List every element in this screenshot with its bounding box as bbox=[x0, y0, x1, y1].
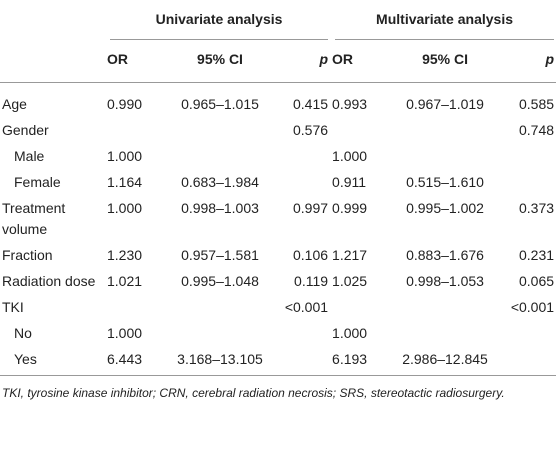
table-cell: 0.106 bbox=[292, 246, 329, 263]
column-header: OR bbox=[105, 41, 165, 83]
table-cell: 0.065 bbox=[518, 272, 555, 289]
table-cell: 0.990 bbox=[107, 95, 143, 112]
row-label: Treatment volume bbox=[2, 199, 66, 237]
table-cell bbox=[390, 321, 500, 347]
results-table: Univariate analysis Multivariate analysis… bbox=[0, 0, 556, 376]
table-cell: 0.995–1.048 bbox=[181, 272, 259, 289]
table-cell bbox=[390, 118, 500, 144]
table-cell bbox=[165, 144, 275, 170]
table-cell: <0.001 bbox=[284, 298, 329, 315]
table-cell bbox=[330, 118, 390, 144]
table-row: Gender 0.576 0.748 bbox=[0, 118, 556, 144]
table-cell bbox=[500, 170, 556, 196]
table-cell: 0.373 bbox=[518, 199, 555, 216]
table-cell bbox=[330, 295, 390, 321]
table-cell: 0.748 bbox=[518, 121, 555, 138]
table-cell: 0.515–1.610 bbox=[406, 173, 484, 190]
group-header-cell: Univariate analysis bbox=[105, 0, 330, 41]
table-cell: 0.883–1.676 bbox=[406, 246, 484, 263]
row-label: Female bbox=[14, 173, 61, 190]
table-cell: 0.911 bbox=[332, 173, 367, 190]
table-cell: 0.999 bbox=[332, 199, 368, 216]
table-cell: 0.995–1.002 bbox=[406, 199, 484, 216]
table-cell: 0.576 bbox=[292, 121, 329, 138]
table-cell bbox=[165, 295, 275, 321]
table-row: Yes 6.443 3.168–13.105 6.193 2.986–12.845 bbox=[0, 346, 556, 376]
table-cell bbox=[105, 295, 165, 321]
table-row: Age 0.990 0.965–1.015 0.415 0.993 0.967–1.019… bbox=[0, 82, 556, 118]
group-header: Univariate analysis bbox=[110, 9, 329, 40]
row-label: Fraction bbox=[2, 246, 53, 263]
row-label: No bbox=[14, 324, 32, 341]
table-cell bbox=[275, 321, 330, 347]
row-label: Radiation dose bbox=[2, 272, 96, 289]
column-header: 95% CI bbox=[390, 41, 501, 83]
table-cell bbox=[500, 346, 556, 376]
table-cell: 0.119 bbox=[294, 272, 329, 289]
table-cell: 1.000 bbox=[332, 147, 368, 164]
group-header: Multivariate analysis bbox=[335, 9, 555, 40]
table-row: Male 1.000 1.000 bbox=[0, 144, 556, 170]
table-cell bbox=[105, 118, 165, 144]
table-row: Radiation dose 1.021 0.995–1.048 0.119 1.025… bbox=[0, 269, 556, 295]
table-cell bbox=[165, 118, 275, 144]
table-cell: 0.997 bbox=[292, 199, 329, 216]
table-cell: 0.993 bbox=[332, 95, 368, 112]
table-cell: 3.168–13.105 bbox=[165, 346, 275, 376]
column-header: OR bbox=[330, 41, 391, 83]
table-cell bbox=[275, 346, 331, 376]
table-row: No 1.000 1.000 bbox=[0, 321, 556, 347]
table-cell: 6.193 bbox=[330, 346, 391, 376]
column-header: p bbox=[500, 41, 556, 83]
table-cell: 1.217 bbox=[332, 246, 368, 263]
row-label: TKI bbox=[2, 298, 24, 315]
table-cell: 1.164 bbox=[107, 173, 143, 190]
table-cell: 1.025 bbox=[332, 272, 368, 289]
row-label: Gender bbox=[2, 121, 49, 138]
table-cell: 1.000 bbox=[332, 324, 368, 341]
table-cell bbox=[390, 295, 500, 321]
table-cell: 0.998–1.003 bbox=[181, 199, 259, 216]
row-label: Age bbox=[2, 95, 27, 112]
table-cell: 2.986–12.845 bbox=[390, 346, 501, 376]
table-cell: 0.967–1.019 bbox=[406, 95, 484, 112]
table-row: Fraction 1.230 0.957–1.581 0.106 1.217 0.883–… bbox=[0, 243, 556, 269]
column-header: 95% CI bbox=[165, 41, 275, 83]
table-cell: 0.998–1.053 bbox=[406, 272, 484, 289]
row-label: Yes bbox=[0, 346, 105, 376]
table-cell bbox=[390, 144, 500, 170]
table-cell: 0.415 bbox=[292, 95, 329, 112]
table-cell: 0.957–1.581 bbox=[181, 246, 259, 263]
table-cell: 0.683–1.984 bbox=[181, 173, 259, 190]
table-row: Treatment volume 1.000 0.998–1.003 0.997 0.9… bbox=[0, 196, 556, 243]
table-cell: 1.000 bbox=[107, 199, 143, 216]
table-cell: 1.000 bbox=[107, 147, 143, 164]
table-cell bbox=[275, 170, 330, 196]
table-cell bbox=[500, 321, 556, 347]
table-cell: 0.231 bbox=[518, 246, 555, 263]
table-cell: <0.001 bbox=[510, 298, 555, 315]
table-row: TKI <0.001 <0.001 bbox=[0, 295, 556, 321]
table-cell bbox=[500, 144, 556, 170]
table-cell: 1.021 bbox=[107, 272, 143, 289]
table-cell bbox=[275, 144, 330, 170]
table-row: Female 1.164 0.683–1.984 0.911 0.515–1.610 bbox=[0, 170, 556, 196]
table-cell: 1.000 bbox=[107, 324, 143, 341]
table-cell: 0.965–1.015 bbox=[181, 95, 259, 112]
column-header: p bbox=[275, 41, 331, 83]
group-header-cell: Multivariate analysis bbox=[330, 0, 556, 41]
row-label: Male bbox=[14, 147, 45, 164]
table-cell: 0.585 bbox=[518, 95, 555, 112]
table-cell bbox=[165, 321, 275, 347]
table-cell: 6.443 bbox=[105, 346, 165, 376]
table-cell: 1.230 bbox=[107, 246, 143, 263]
footnote: TKI, tyrosine kinase inhibitor; CRN, cer… bbox=[2, 386, 505, 400]
